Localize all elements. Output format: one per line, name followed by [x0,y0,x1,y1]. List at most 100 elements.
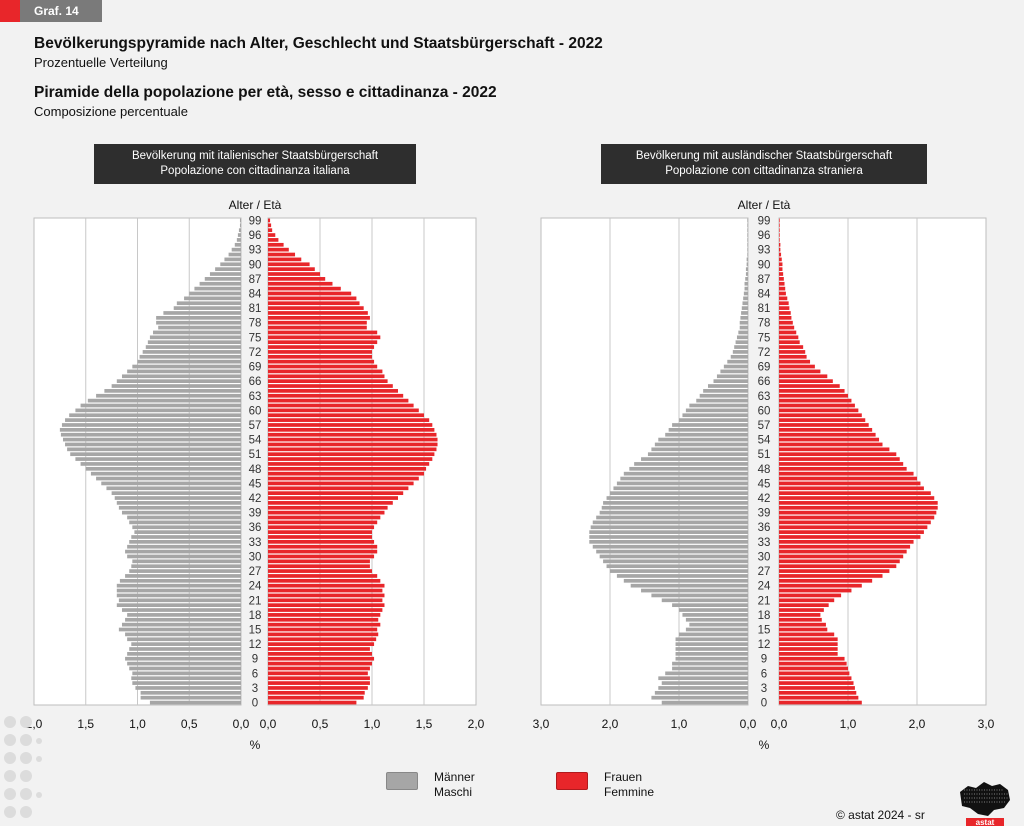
age-tick-label: 90 [758,259,771,271]
bar-female-age-11 [268,647,370,651]
age-tick-label: 87 [758,274,771,286]
bar-female-age-66 [779,379,833,383]
bar-male-age-43 [111,491,241,496]
bar-female-age-64 [268,389,398,393]
bar-male-age-84 [189,291,241,296]
age-tick-label: 39 [249,508,262,520]
bar-male-age-82 [742,301,748,306]
bar-male-age-30 [127,554,241,559]
bar-female-age-7 [779,666,848,671]
bar-male-age-98 [747,223,748,228]
bar-female-age-25 [779,578,873,583]
bar-female-age-57 [779,423,869,427]
x-tick-label: 2,0 [468,717,485,731]
bar-male-age-93 [231,247,241,252]
bar-male-age-43 [610,491,748,496]
bar-female-age-92 [779,252,782,257]
bar-female-age-24 [779,583,862,588]
panel-title-foreign-it: Popolazione con cittadinanza straniera [665,165,863,177]
bar-female-age-26 [268,574,378,578]
bar-female-age-75 [779,335,799,340]
age-tick-label: 48 [249,464,262,476]
bar-female-age-22 [779,593,842,598]
bar-male-age-19 [679,608,748,612]
bar-female-age-11 [779,647,838,651]
bar-male-age-14 [125,632,241,637]
bar-female-age-95 [268,238,279,242]
bar-female-age-86 [268,281,333,286]
bar-female-age-44 [268,486,409,491]
bar-female-age-12 [779,642,838,646]
bar-female-age-81 [268,306,364,310]
age-tick-label: 6 [252,668,258,680]
bar-male-age-69 [132,364,241,369]
bar-male-age-2 [140,690,241,695]
bar-male-age-49 [634,462,748,466]
bar-female-age-55 [779,432,876,437]
bar-male-age-40 [601,505,748,510]
bar-female-age-58 [779,418,866,422]
bar-female-age-77 [268,325,367,330]
x-tick-label: 3,0 [533,717,550,731]
bar-male-age-33 [129,540,241,544]
bar-female-age-32 [268,544,378,549]
bar-male-age-77 [739,325,748,330]
bar-female-age-62 [779,398,852,403]
bar-female-age-37 [779,520,931,525]
bar-male-age-53 [654,442,748,447]
bar-male-age-21 [118,598,241,603]
bar-male-age-71 [730,354,748,359]
bar-female-age-41 [268,501,393,505]
bar-male-age-53 [65,442,241,447]
bar-male-age-9 [125,656,241,661]
bar-female-age-16 [268,622,381,627]
bar-female-age-21 [268,598,383,603]
bar-female-age-42 [268,496,398,500]
bar-male-age-75 [149,335,241,340]
bar-female-age-17 [268,617,379,622]
bar-male-age-7 [672,666,748,671]
bar-female-age-38 [268,515,381,520]
bar-female-age-92 [268,252,296,257]
bar-female-age-27 [268,569,372,573]
age-tick-label: 9 [761,654,767,666]
bar-female-age-49 [268,462,430,466]
bar-male-age-49 [80,462,241,466]
age-tick-label: 18 [249,610,262,622]
bar-female-age-75 [268,335,381,340]
bar-male-age-28 [131,564,241,569]
age-tick-label: 3 [761,683,767,695]
bar-male-age-85 [194,286,241,291]
bar-female-age-51 [268,452,435,457]
age-tick-label: 99 [758,215,771,227]
bar-male-age-10 [127,652,241,656]
age-tick-label: 75 [758,332,771,344]
bar-female-age-85 [268,286,341,291]
bar-male-age-26 [616,574,748,578]
age-tick-label: 18 [758,610,771,622]
title-de: Bevölkerungspyramide nach Alter, Geschle… [34,35,603,52]
age-tick-label: 84 [249,288,262,300]
bar-female-age-94 [268,242,284,247]
bar-female-age-87 [779,277,784,281]
bar-male-age-59 [682,413,748,418]
bar-female-age-23 [268,588,383,593]
age-tick-label: 57 [249,420,262,432]
age-tick-label: 78 [249,318,262,330]
bar-female-age-90 [779,262,783,267]
bar-male-age-75 [736,335,748,340]
bar-female-age-68 [268,369,383,374]
bar-male-age-74 [735,340,748,345]
age-tick-label: 3 [252,683,258,695]
bar-female-age-10 [779,652,838,656]
bar-female-age-67 [779,374,828,379]
bar-male-age-96 [237,233,241,237]
legend-female-it: Femmine [604,785,655,799]
bar-female-age-2 [268,690,365,695]
bar-male-age-67 [121,374,241,379]
bar-male-age-86 [744,281,748,286]
bar-male-age-93 [747,247,748,252]
bar-female-age-82 [268,301,360,306]
bar-female-age-72 [268,350,372,354]
bar-female-age-36 [779,525,928,530]
